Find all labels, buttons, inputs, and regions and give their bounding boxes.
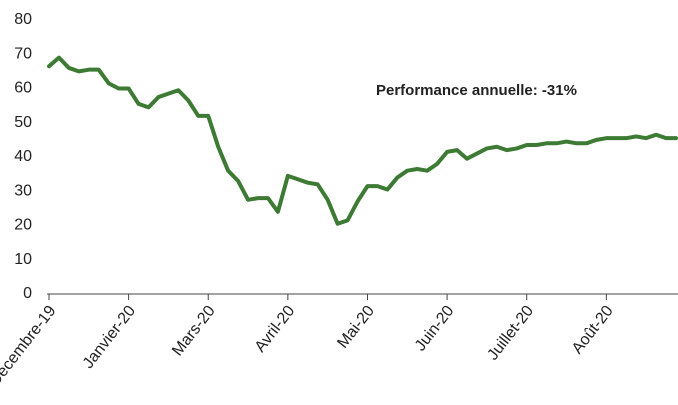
y-tick-label: 30 <box>14 182 32 199</box>
y-tick-label: 50 <box>14 114 32 131</box>
x-tick-label: Juin-20 <box>412 303 458 355</box>
x-tick-label: Janvier-20 <box>80 303 139 372</box>
x-tick-label: Juillet-20 <box>484 303 537 364</box>
y-tick-label: 20 <box>14 217 32 234</box>
y-tick-label: 40 <box>14 148 32 165</box>
line <box>47 55 678 226</box>
x-tick-label: Août-20 <box>569 303 617 358</box>
x-tick-label: Mars-20 <box>169 303 219 360</box>
y-tick-label: 10 <box>14 251 32 268</box>
x-tick-label: Mai-20 <box>334 303 378 352</box>
annotation: Performance annuelle: -31% <box>376 82 577 99</box>
y-tick-label: 60 <box>14 80 32 97</box>
y-tick-label: 80 <box>14 11 32 28</box>
x-tick-label: Avril-20 <box>252 303 299 356</box>
x-tick-label: Décembre-19 <box>0 303 60 390</box>
y-tick-label: 0 <box>23 285 32 302</box>
y-tick-label: 70 <box>14 45 32 62</box>
